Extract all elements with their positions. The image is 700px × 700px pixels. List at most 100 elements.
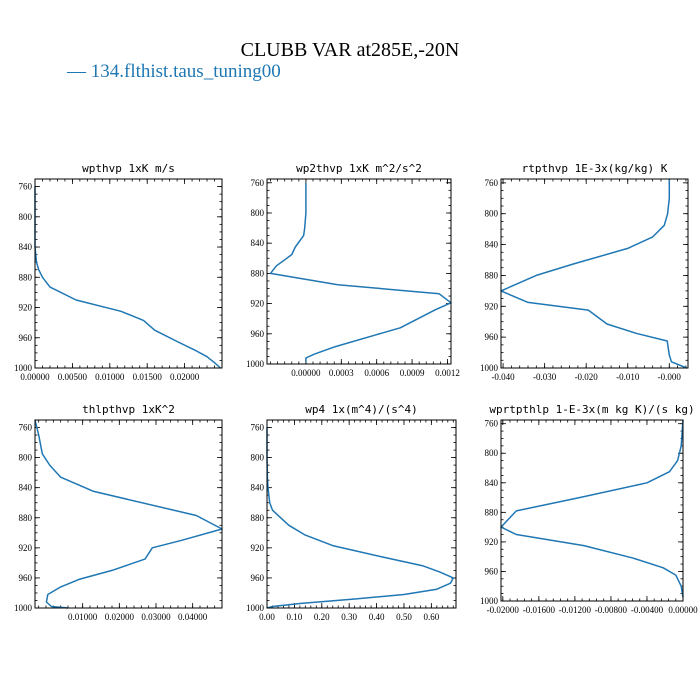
panel-title: wp2thvp 1xK m^2/s^2 <box>296 162 422 175</box>
panel-title: thlpthvp 1xK^2 <box>82 403 175 416</box>
y-tick-label: 1000 <box>480 596 499 606</box>
panel-4: thlpthvp 1xK^2 0.01000 0.02000 0.03000 0.040… <box>14 403 223 622</box>
x-tick-label: -0.00400 <box>631 605 664 615</box>
y-tick-label: 840 <box>19 483 33 493</box>
series-line <box>500 419 684 598</box>
y-tick-label: 840 <box>251 238 265 248</box>
panel-5: wp4 1x(m^4)/(s^4) 0.00 0.10 0.20 0.30 0.40 0.5… <box>246 403 457 622</box>
x-tick-label: -0.01200 <box>559 605 592 615</box>
x-tick-label: -0.010 <box>616 372 640 382</box>
series-line <box>34 186 221 369</box>
x-tick-label: 0.04000 <box>178 612 208 622</box>
x-tick-label: 0.0009 <box>400 368 425 378</box>
axes-frame <box>500 178 689 369</box>
x-tick-label: -0.00800 <box>595 605 628 615</box>
y-tick-label: 880 <box>19 272 33 282</box>
y-tick-label: 960 <box>19 573 33 583</box>
x-tick-label: -0.01600 <box>523 605 556 615</box>
x-tick-label: 0.00000 <box>20 372 50 382</box>
svg-text:— 134.flthist.taus_tunin: — 134.flthist.taus_tuning00 <box>66 61 281 82</box>
y-tick-label: 760 <box>251 178 265 188</box>
y-tick-label: 800 <box>485 209 499 219</box>
x-tick-label: -0.020 <box>575 372 599 382</box>
y-tick-label: 880 <box>251 268 265 278</box>
y-tick-label: 1000 <box>246 603 265 613</box>
x-tick-label: 0.0003 <box>329 368 354 378</box>
x-tick-label: 0.30 <box>341 612 357 622</box>
x-tick-label: 0.02000 <box>105 612 135 622</box>
y-tick-label: 960 <box>485 566 499 576</box>
y-tick-label: 1000 <box>14 603 33 613</box>
y-tick-label: 920 <box>485 537 499 547</box>
legend-line-glyph: — <box>66 61 87 82</box>
panel-title: rtpthvp 1E-3x(kg/kg) K <box>522 162 668 175</box>
panels: wpthvp 1xK m/s 0.00000 0.00500 0.01000 0.015… <box>14 162 698 622</box>
y-tick-label: 920 <box>19 543 33 553</box>
y-tick-label: 880 <box>251 513 265 523</box>
x-tick-label: 0.02000 <box>170 372 200 382</box>
x-tick-label: -0.02000 <box>487 605 520 615</box>
panel-6: wprtpthlp 1-E-3x(m kg K)/(s kg)-0.02000-… <box>480 403 698 615</box>
x-tick-label: 0.00500 <box>58 372 88 382</box>
y-tick-label: 840 <box>251 483 265 493</box>
y-tick-label: 1000 <box>480 363 499 373</box>
y-tick-label: 800 <box>251 208 265 218</box>
y-tick-label: 880 <box>485 507 499 517</box>
x-tick-label: 0.50 <box>396 612 412 622</box>
y-tick-label: 800 <box>19 453 33 463</box>
x-tick-label: -0.040 <box>491 372 515 382</box>
y-tick-label: 960 <box>251 573 265 583</box>
y-tick-label: 800 <box>485 448 499 458</box>
y-tick-label: 760 <box>485 419 499 429</box>
series-line <box>500 179 688 369</box>
y-tick-label: 840 <box>485 240 499 250</box>
y-tick-label: 1000 <box>246 359 265 369</box>
x-tick-label: 0.10 <box>287 612 303 622</box>
y-tick-label: 760 <box>19 182 33 192</box>
x-tick-label: 0.00000 <box>291 368 321 378</box>
series-line <box>269 182 452 362</box>
x-tick-label: 0.01000 <box>68 612 98 622</box>
figure-title: CLUBB VAR at285E,-20N <box>241 39 460 61</box>
x-tick-label: 0.0006 <box>364 368 389 378</box>
y-tick-label: 960 <box>19 333 33 343</box>
x-tick-label: -0.030 <box>533 372 557 382</box>
y-tick-label: 920 <box>485 301 499 311</box>
legend: — 134.flthist.taus_tuning00 <box>66 61 281 82</box>
panel-2: wp2thvp 1xK m^2/s^2 0.00000 0.0003 0.0006 0.… <box>246 162 460 378</box>
y-tick-label: 920 <box>251 543 265 553</box>
series-line <box>34 419 223 609</box>
x-tick-label: 0.00000 <box>668 605 698 615</box>
panel-3: rtpthvp 1E-3x(kg/kg) K -0.040 -0.030 -0.020… <box>480 162 689 382</box>
y-tick-label: 800 <box>19 212 33 222</box>
panel-title: wpthvp 1xK m/s <box>82 162 175 175</box>
y-tick-label: 760 <box>485 178 499 188</box>
axes-frame <box>266 419 457 609</box>
x-tick-label: 0.0012 <box>435 368 460 378</box>
axes-frame <box>34 419 223 609</box>
x-tick-label: -0.000 <box>658 372 682 382</box>
x-tick-label: 0.01000 <box>95 372 125 382</box>
y-tick-label: 760 <box>19 423 33 433</box>
panel-1: wpthvp 1xK m/s 0.00000 0.00500 0.01000 0.015… <box>14 162 223 382</box>
x-tick-label: 0.00 <box>259 612 275 622</box>
axes-frame <box>266 178 452 365</box>
y-tick-label: 880 <box>485 270 499 280</box>
x-tick-label: 0.60 <box>423 612 439 622</box>
y-tick-label: 960 <box>485 332 499 342</box>
y-tick-label: 1000 <box>14 363 33 373</box>
y-tick-label: 840 <box>19 242 33 252</box>
y-tick-label: 880 <box>19 513 33 523</box>
y-tick-label: 920 <box>251 299 265 309</box>
x-tick-label: 0.40 <box>369 612 385 622</box>
y-tick-label: 840 <box>485 478 499 488</box>
panel-title: wprtpthlp 1-E-3x(m kg K)/(s kg) <box>489 403 694 416</box>
axes-frame <box>34 178 223 369</box>
panel-title: wp4 1x(m^4)/(s^4) <box>305 403 418 416</box>
y-tick-label: 800 <box>251 453 265 463</box>
legend-label: 134.flthist.taus_tuning00 <box>91 61 281 82</box>
x-tick-label: 0.20 <box>314 612 330 622</box>
axes-frame <box>500 419 684 602</box>
y-tick-label: 760 <box>251 423 265 433</box>
